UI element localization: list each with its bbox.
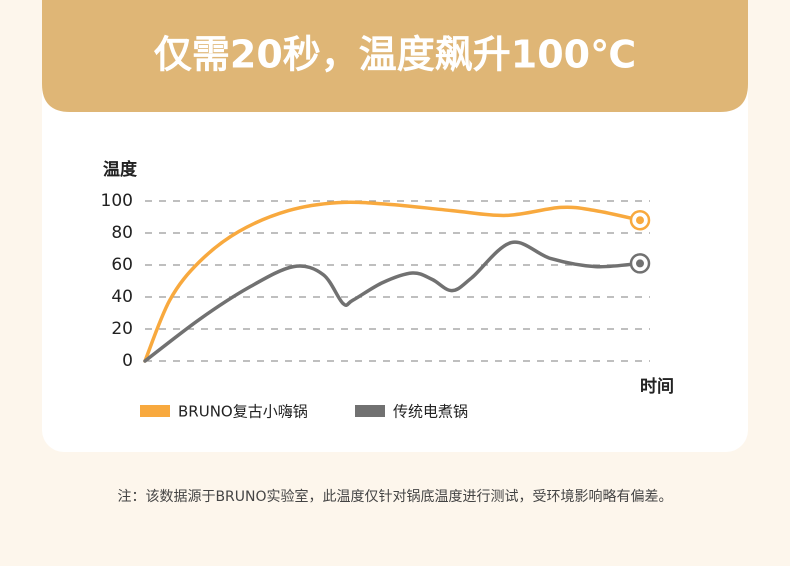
legend-swatch xyxy=(355,405,385,417)
x-axis-label: 时间 xyxy=(640,376,674,397)
legend-swatch xyxy=(140,405,170,417)
header-band xyxy=(42,0,748,112)
y-tick-label: 0 xyxy=(122,351,133,371)
series-line xyxy=(143,200,642,363)
y-tick-label: 60 xyxy=(111,255,133,275)
y-tick-label: 40 xyxy=(111,287,133,307)
footnote: 注：该数据源于BRUNO实验室，此温度仅针对锅底温度进行测试，受环境影响略有偏差… xyxy=(117,488,672,505)
y-tick-label: 80 xyxy=(111,223,133,243)
legend-label: 传统电煮锅 xyxy=(393,403,468,421)
y-axis-label: 温度 xyxy=(103,159,138,180)
end-marker-dot xyxy=(636,259,644,268)
card xyxy=(42,0,748,452)
y-tick-label: 100 xyxy=(101,191,133,211)
series-line xyxy=(143,240,642,363)
end-marker-dot xyxy=(636,216,644,225)
header-title: 仅需20秒，温度飙升100℃ xyxy=(154,33,636,77)
y-tick-label: 20 xyxy=(111,319,133,339)
legend-label: BRUNO复古小嗨锅 xyxy=(178,403,308,421)
